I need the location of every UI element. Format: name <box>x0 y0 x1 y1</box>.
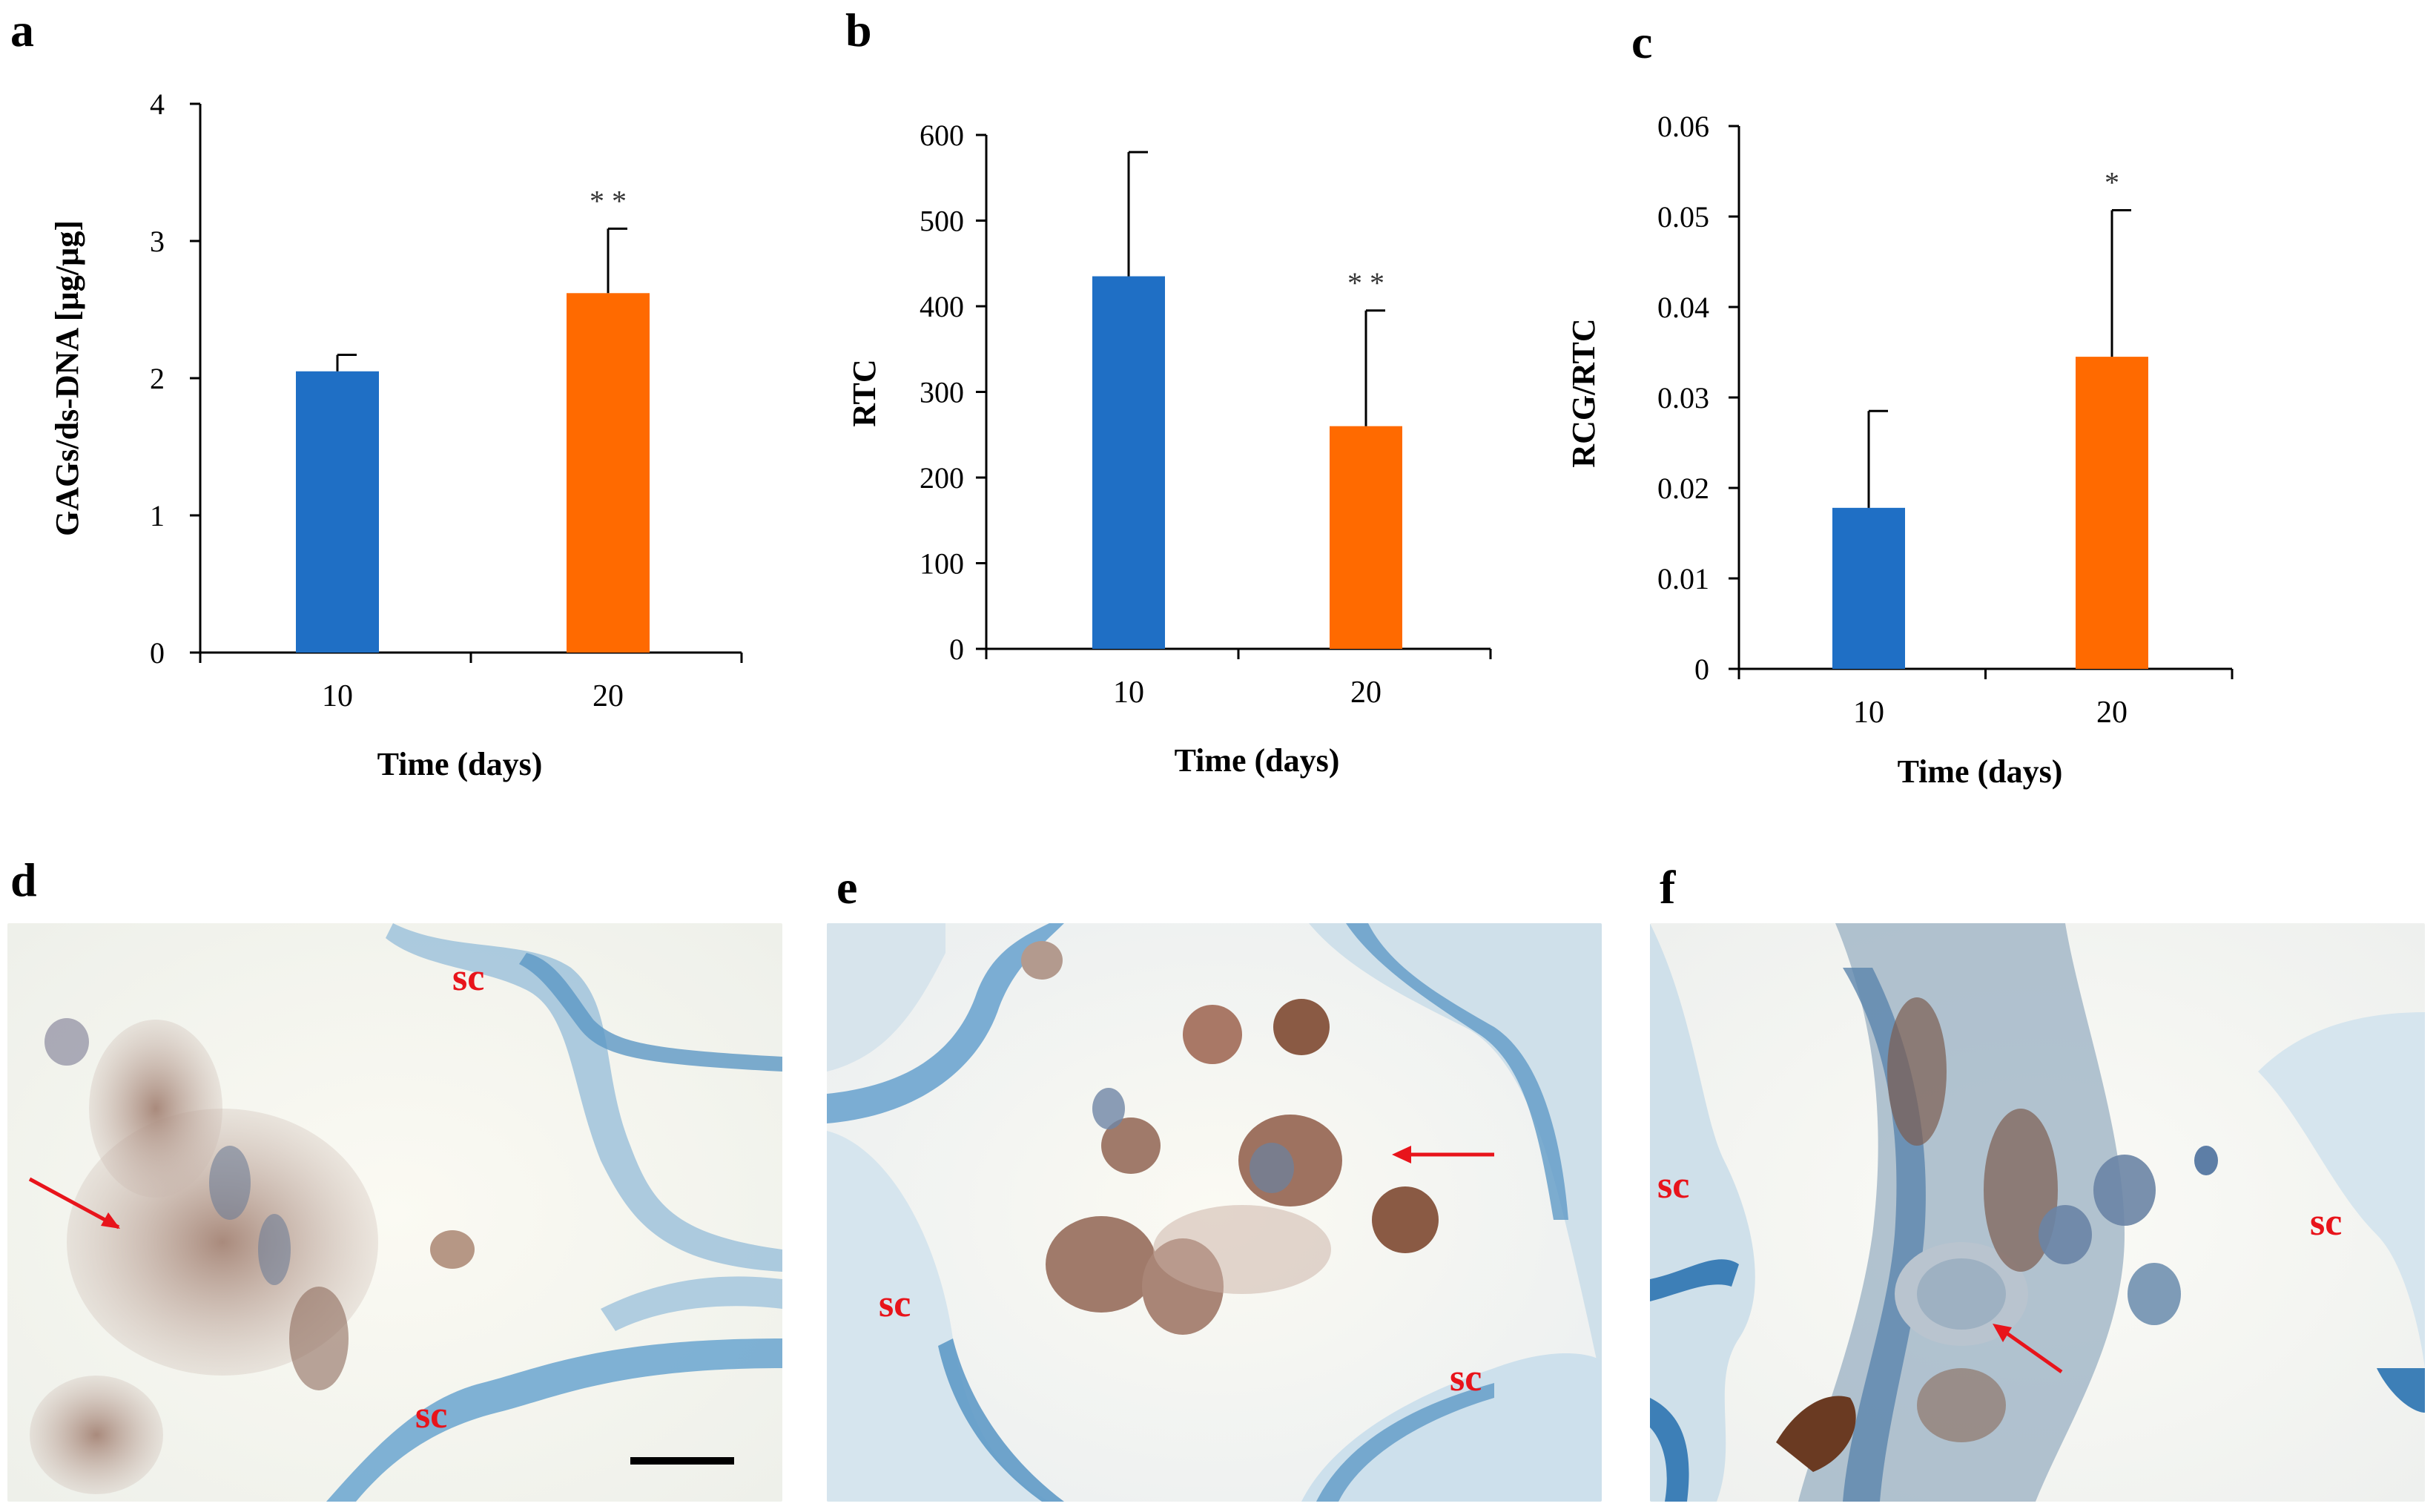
panel-letter-e: e <box>836 861 858 914</box>
chart-2-significance-20: * * <box>1347 266 1384 300</box>
chart-2-x-tick-label-10: 10 <box>1113 676 1144 710</box>
chart-3-y-tick-label: 0.03 <box>1657 381 1709 415</box>
chart-2-bar-20 <box>1330 426 1402 649</box>
micrograph-f: sc sc <box>1650 923 2425 1502</box>
chart-1-y-tick-label: 4 <box>150 88 165 121</box>
chart-3-y-tick-label: 0.04 <box>1657 291 1709 324</box>
micrograph-d-image: sc sc <box>7 923 782 1502</box>
chart-1-y-tick-label: 3 <box>150 225 165 258</box>
chart-3-x-tick-label-20: 20 <box>2096 696 2128 730</box>
chart-1-y-tick-label: 0 <box>150 636 165 670</box>
panel-letter-b: b <box>845 4 872 56</box>
scaffold-label-f2: sc <box>2310 1201 2342 1244</box>
chart-1-y-axis-label: GAGs/ds-DNA [µg/µg] <box>49 220 85 536</box>
chart-3-x-axis-label: Time (days) <box>1898 753 2063 790</box>
chart-2-y-tick-label: 400 <box>920 290 964 323</box>
chart-1-y-tick-label: 1 <box>150 499 165 532</box>
chart-2-y-tick-label: 200 <box>920 461 964 495</box>
chart-2-y-tick-label: 500 <box>920 205 964 238</box>
chart-3-y-axis-label: RCG/RTC <box>1565 318 1602 467</box>
panel-letter-f: f <box>1660 861 1676 914</box>
chart-3-significance-20: * <box>2105 165 2119 199</box>
chart-3-y-tick-label: 0.06 <box>1657 110 1709 143</box>
chart-1-significance-20: * * <box>590 184 627 217</box>
chart-3-y-tick-label: 0.01 <box>1657 562 1709 595</box>
chart-3-bar-10 <box>1832 507 1905 669</box>
chart-1-x-axis-label: Time (days) <box>377 746 543 782</box>
chart-3-bar-20 <box>2076 357 2148 669</box>
chart-2-x-axis-label: Time (days) <box>1175 742 1340 779</box>
chart-3-y-tick-label: 0.02 <box>1657 472 1709 505</box>
chart-1-bar-20 <box>567 293 650 653</box>
chart-3-y-tick-label: 0 <box>1694 653 1709 686</box>
chart-3-y-tick-label: 0.05 <box>1657 200 1709 234</box>
chart-2-y-axis-label: RTC <box>846 359 882 426</box>
panel-letter-a: a <box>10 4 34 56</box>
micrograph-e: sc sc <box>827 923 1602 1502</box>
scaffold-label-e1: sc <box>879 1283 911 1325</box>
bar-charts: 0 1 2 3 4 10 * * 20 Time (days) GAGs/ds-DNA [µg/µ… <box>49 88 2234 790</box>
micrograph-e-image: sc sc <box>827 923 1602 1502</box>
chart-2-y-tick-label: 0 <box>949 633 964 666</box>
chart-1-y-tick-label: 2 <box>150 362 165 395</box>
chart-2-bar-10 <box>1092 276 1165 649</box>
chart-1-x-tick-label-20: 20 <box>593 679 624 713</box>
micrograph-d: sc sc <box>7 923 782 1502</box>
chart-2-y-tick-label: 100 <box>920 547 964 581</box>
chart-2-y-tick-label: 600 <box>920 119 964 152</box>
chart-1-x-tick-label-10: 10 <box>322 679 353 713</box>
chart-2-y-tick-label: 300 <box>920 376 964 409</box>
scaffold-label-f1: sc <box>1657 1164 1689 1206</box>
scaffold-label-d1: sc <box>452 957 484 999</box>
micrograph-f-image: sc sc <box>1650 923 2425 1502</box>
panel-letter-c: c <box>1631 16 1653 68</box>
chart-1-bar-10 <box>296 371 379 653</box>
scaffold-label-e2: sc <box>1450 1357 1482 1399</box>
panel-letter-d: d <box>10 854 37 906</box>
chart-2-x-tick-label-20: 20 <box>1350 676 1382 710</box>
chart-3-x-tick-label-10: 10 <box>1853 696 1884 730</box>
scaffold-label-d2: sc <box>415 1394 447 1436</box>
